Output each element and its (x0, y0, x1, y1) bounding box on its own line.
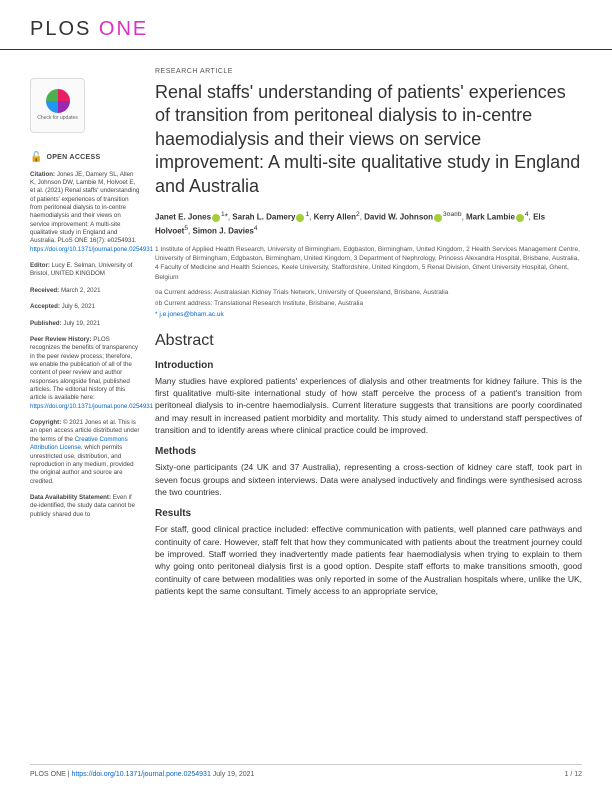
orcid-icon (434, 214, 442, 222)
footer-date: July 19, 2021 (211, 771, 255, 778)
article-type: RESEARCH ARTICLE (155, 68, 582, 75)
journal-one: ONE (99, 18, 148, 40)
footer-doi-link[interactable]: https://doi.org/10.1371/journal.pone.025… (72, 771, 211, 778)
affiliations: 1 Institute of Applied Health Research, … (155, 245, 582, 281)
peer-text: PLOS recognizes the benefits of transpar… (30, 336, 138, 402)
check-updates-badge[interactable]: Check for updates (30, 78, 85, 133)
orcid-icon (516, 214, 524, 222)
journal-name: PLOS ONE (30, 18, 582, 41)
sidebar: Check for updates 🔓 OPEN ACCESS Citation… (30, 50, 155, 597)
results-text: For staff, good clinical practice includ… (155, 523, 582, 597)
methods-heading: Methods (155, 446, 582, 457)
journal-header: PLOS ONE (0, 0, 612, 50)
accepted-text: July 6, 2021 (60, 303, 95, 310)
abstract-heading: Abstract (155, 332, 582, 350)
data-availability-block: Data Availability Statement: Even if de-… (30, 494, 140, 519)
page-footer: PLOS ONE | https://doi.org/10.1371/journ… (30, 764, 582, 778)
accepted-label: Accepted: (30, 303, 60, 310)
footer-journal: PLOS ONE | (30, 771, 72, 778)
orcid-icon (212, 214, 220, 222)
accepted-block: Accepted: July 6, 2021 (30, 303, 140, 311)
article-title: Renal staffs' understanding of patients'… (155, 81, 582, 198)
check-updates-text: Check for updates (37, 116, 78, 122)
journal-plos: PLOS (30, 18, 91, 40)
citation-label: Citation: (30, 171, 55, 178)
open-access-label: OPEN ACCESS (46, 153, 100, 162)
data-label: Data Availability Statement: (30, 494, 111, 501)
current-address-b: ¤b Current address: Translational Resear… (155, 299, 582, 308)
published-text: July 19, 2021 (62, 320, 101, 327)
crossmark-icon (46, 89, 70, 113)
editor-block: Editor: Lucy E. Selman, University of Br… (30, 262, 140, 279)
copyright-label: Copyright: (30, 419, 61, 426)
copyright-block: Copyright: © 2021 Jones et al. This is a… (30, 419, 140, 486)
open-access: 🔓 OPEN ACCESS (30, 151, 140, 165)
corresponding-email[interactable]: * j.e.jones@bham.ac.uk (155, 311, 582, 318)
open-lock-icon: 🔓 (30, 151, 42, 165)
methods-text: Sixty-one participants (24 UK and 37 Aus… (155, 461, 582, 498)
page-number: 1 / 12 (564, 771, 582, 778)
orcid-icon (296, 214, 304, 222)
published-label: Published: (30, 320, 62, 327)
received-block: Received: March 2, 2021 (30, 287, 140, 295)
peer-review-block: Peer Review History: PLOS recognizes the… (30, 336, 140, 411)
peer-link[interactable]: https://doi.org/10.1371/journal.pone.025… (30, 403, 153, 410)
intro-text: Many studies have explored patients' exp… (155, 375, 582, 437)
received-label: Received: (30, 287, 59, 294)
peer-label: Peer Review History: (30, 336, 92, 343)
editor-label: Editor: (30, 262, 50, 269)
main-content: RESEARCH ARTICLE Renal staffs' understan… (155, 50, 582, 597)
received-text: March 2, 2021 (59, 287, 100, 294)
intro-heading: Introduction (155, 360, 582, 371)
authors-line: Janet E. Jones1*, Sarah L. Damery1, Kerr… (155, 210, 582, 237)
citation-text: Jones JE, Damery SL, Allen K, Johnson DW… (30, 171, 139, 245)
published-block: Published: July 19, 2021 (30, 320, 140, 328)
citation-block: Citation: Jones JE, Damery SL, Allen K, … (30, 171, 140, 255)
footer-left: PLOS ONE | https://doi.org/10.1371/journ… (30, 771, 254, 778)
citation-doi-link[interactable]: https://doi.org/10.1371/journal.pone.025… (30, 246, 153, 253)
results-heading: Results (155, 508, 582, 519)
current-address-a: ¤a Current address: Australasian Kidney … (155, 288, 582, 297)
